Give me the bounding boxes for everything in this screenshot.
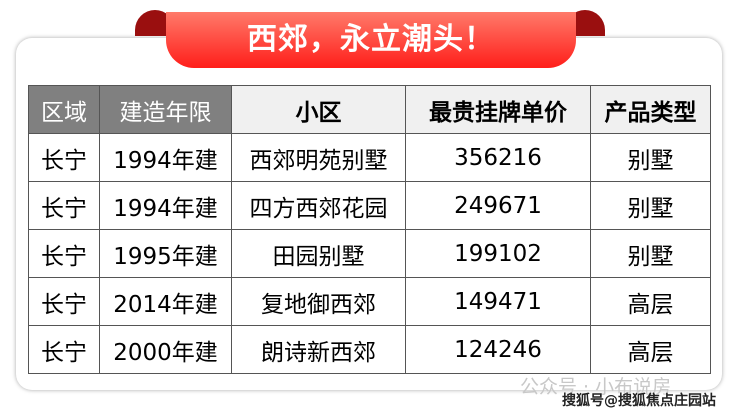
table-cell: 149471	[405, 277, 591, 326]
table-row: 长宁 2014年建 复地御西郊 149471 高层	[28, 277, 711, 326]
table-cell: 田园别墅	[231, 229, 406, 278]
table-cell: 1994年建	[99, 181, 232, 230]
table-row: 长宁 2000年建 朗诗新西郊 124246 高层	[28, 325, 711, 374]
table-cell: 高层	[590, 277, 711, 326]
header-cell: 区域	[28, 85, 100, 134]
table-cell: 199102	[405, 229, 591, 278]
header-cell: 最贵挂牌单价	[405, 85, 591, 134]
table-cell: 长宁	[28, 133, 100, 182]
table-cell: 长宁	[28, 229, 100, 278]
table-row: 长宁 1995年建 田园别墅 199102 别墅	[28, 229, 711, 278]
table-cell: 长宁	[28, 325, 100, 374]
header-cell: 产品类型	[590, 85, 711, 134]
header-cell: 小区	[231, 85, 406, 134]
table-cell: 朗诗新西郊	[231, 325, 406, 374]
table-cell: 1994年建	[99, 133, 232, 182]
table-cell: 别墅	[590, 181, 711, 230]
table-cell: 四方西郊花园	[231, 181, 406, 230]
table-cell: 356216	[405, 133, 591, 182]
table-cell: 1995年建	[99, 229, 232, 278]
table-cell: 124246	[405, 325, 591, 374]
header-row: 区域 建造年限 小区 最贵挂牌单价 产品类型	[28, 85, 711, 134]
table-cell: 复地御西郊	[231, 277, 406, 326]
table-cell: 249671	[405, 181, 591, 230]
table-cell: 长宁	[28, 277, 100, 326]
table-cell: 别墅	[590, 229, 711, 278]
wechat-watermark: 公众号 · 小布说房	[520, 376, 672, 398]
header-cell: 建造年限	[99, 85, 232, 134]
title-banner: 西郊，永立潮头！	[166, 12, 576, 68]
table-cell: 2000年建	[99, 325, 232, 374]
data-table: 区域 建造年限 小区 最贵挂牌单价 产品类型 长宁 1994年建 西郊明苑别墅 356…	[28, 85, 711, 374]
table-cell: 高层	[590, 325, 711, 374]
table-cell: 别墅	[590, 133, 711, 182]
table-cell: 2014年建	[99, 277, 232, 326]
table-cell: 西郊明苑别墅	[231, 133, 406, 182]
table-row: 长宁 1994年建 四方西郊花园 249671 别墅	[28, 181, 711, 230]
sohu-watermark: 搜狐号@搜狐焦点庄园站	[562, 393, 716, 409]
table-row: 长宁 1994年建 西郊明苑别墅 356216 别墅	[28, 133, 711, 182]
table-cell: 长宁	[28, 181, 100, 230]
